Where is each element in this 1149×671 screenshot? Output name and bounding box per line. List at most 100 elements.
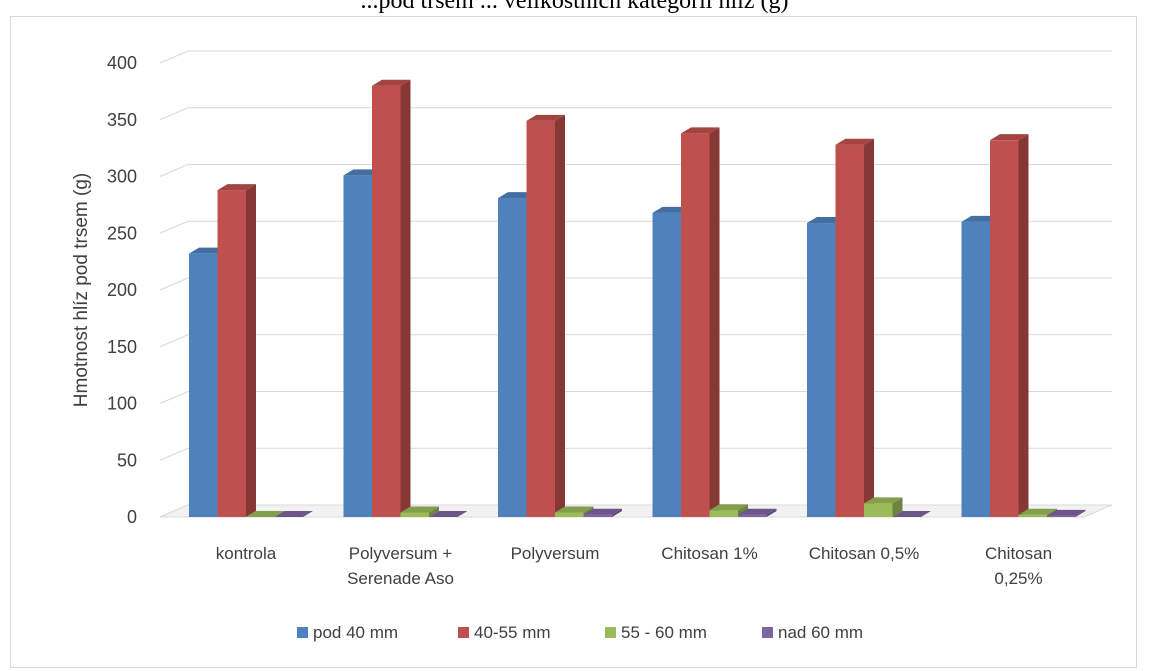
bar-front bbox=[807, 223, 836, 517]
y-tick-label: 100 bbox=[107, 394, 137, 414]
bar-side bbox=[766, 508, 777, 517]
bar-top bbox=[990, 134, 1029, 141]
legend-swatch bbox=[605, 627, 616, 638]
bar-front bbox=[217, 190, 246, 517]
legend-item: nad 60 mm bbox=[762, 623, 863, 642]
legend-swatch bbox=[458, 627, 469, 638]
gridline-depth bbox=[159, 277, 189, 291]
bar-top bbox=[429, 511, 468, 517]
bar-3-3 bbox=[738, 508, 777, 517]
bar-top bbox=[681, 127, 720, 134]
bar-front bbox=[189, 253, 218, 517]
bar-5-1 bbox=[990, 134, 1029, 517]
category-label: Polyversum bbox=[511, 544, 600, 563]
legend: pod 40 mm 40-55 mm 55 - 60 mm nad 60 mm bbox=[297, 623, 863, 642]
category-label: Chitosan bbox=[985, 544, 1052, 563]
bar-top bbox=[400, 506, 439, 513]
bar-side bbox=[892, 497, 903, 517]
bar-front bbox=[583, 514, 612, 517]
y-tick-label: 200 bbox=[107, 280, 137, 300]
bar-front bbox=[1047, 515, 1076, 517]
category-label: Chitosan 1% bbox=[661, 544, 757, 563]
bar-top bbox=[274, 511, 313, 517]
bar-top bbox=[1018, 508, 1057, 515]
gridline-depth bbox=[159, 220, 189, 234]
gridline-depth bbox=[159, 107, 189, 121]
bar-front bbox=[1018, 514, 1047, 517]
legend-item: 40-55 mm bbox=[458, 623, 551, 642]
bar-3-1 bbox=[681, 127, 720, 518]
legend-item: pod 40 mm bbox=[297, 623, 398, 642]
bar-4-2 bbox=[864, 497, 903, 517]
bar-top bbox=[835, 138, 874, 145]
category-label: Serenade Aso bbox=[347, 569, 454, 588]
legend-label: 40-55 mm bbox=[474, 623, 551, 642]
bar-top bbox=[583, 508, 622, 515]
y-tick-label: 0 bbox=[127, 507, 137, 527]
bar-0-3 bbox=[274, 511, 313, 517]
gridlines bbox=[159, 50, 1112, 518]
bar-top bbox=[246, 511, 285, 517]
bar-side bbox=[709, 127, 720, 518]
bars bbox=[189, 79, 1086, 518]
category-label: Polyversum + bbox=[349, 544, 453, 563]
bar-1-1 bbox=[372, 79, 411, 517]
y-tick-label: 350 bbox=[107, 110, 137, 130]
gridline-depth bbox=[159, 334, 189, 348]
bar-top bbox=[738, 508, 777, 515]
y-axis-ticks: 0 50 100 150 200 250 300 350 400 bbox=[107, 53, 137, 527]
category-label: Chitosan 0,5% bbox=[809, 544, 920, 563]
legend-swatch bbox=[297, 627, 308, 638]
bar-5-3 bbox=[1047, 509, 1086, 517]
y-tick-label: 50 bbox=[117, 450, 137, 470]
bar-1-3 bbox=[429, 511, 468, 517]
category-label: kontrola bbox=[216, 544, 277, 563]
bar-side bbox=[1075, 509, 1086, 517]
bar-front bbox=[835, 144, 864, 517]
bar-front bbox=[652, 212, 681, 517]
bar-side bbox=[429, 506, 439, 517]
y-tick-label: 150 bbox=[107, 337, 137, 357]
bar-front bbox=[738, 514, 767, 517]
legend-label: pod 40 mm bbox=[313, 623, 398, 642]
bar-front bbox=[343, 175, 372, 518]
y-tick-label: 300 bbox=[107, 167, 137, 187]
bar-front bbox=[555, 512, 584, 517]
bar-side bbox=[1018, 134, 1029, 517]
bar-2-3 bbox=[583, 508, 622, 517]
category-label: 0,25% bbox=[994, 569, 1042, 588]
bar-0-1 bbox=[217, 184, 256, 517]
y-tick-label: 250 bbox=[107, 223, 137, 243]
bar-side bbox=[400, 79, 411, 517]
legend-item: 55 - 60 mm bbox=[605, 623, 707, 642]
chart-title-clipped: ...pod trsem ... velikostních kategorií … bbox=[360, 0, 789, 14]
gridline-depth bbox=[159, 447, 189, 461]
bar-2-1 bbox=[526, 114, 565, 517]
bar-front bbox=[681, 133, 710, 517]
bar-front bbox=[526, 120, 555, 517]
bar-front bbox=[372, 85, 401, 517]
bar-front bbox=[990, 140, 1019, 517]
bar-0-2 bbox=[246, 511, 285, 517]
gridline-depth bbox=[159, 50, 189, 64]
bar-top bbox=[217, 184, 256, 191]
bar-1-2 bbox=[400, 506, 439, 517]
y-tick-label: 400 bbox=[107, 53, 137, 73]
legend-label: nad 60 mm bbox=[778, 623, 863, 642]
bar-top bbox=[555, 506, 594, 513]
bar-side bbox=[612, 508, 622, 517]
y-axis-label: Hmotnost hlíz pod trsem (g) bbox=[71, 173, 92, 407]
bar-side bbox=[555, 114, 565, 517]
gridline-depth bbox=[159, 391, 189, 404]
bar-4-3 bbox=[892, 511, 931, 517]
legend-label: 55 - 60 mm bbox=[621, 623, 707, 642]
bar-side bbox=[864, 138, 874, 517]
bar-side bbox=[246, 184, 256, 517]
bar-front bbox=[864, 503, 893, 517]
bar-front bbox=[498, 198, 527, 517]
bar-top bbox=[709, 504, 748, 511]
bar-top bbox=[372, 79, 411, 86]
legend-swatch bbox=[762, 627, 773, 638]
bar-4-1 bbox=[835, 138, 874, 517]
